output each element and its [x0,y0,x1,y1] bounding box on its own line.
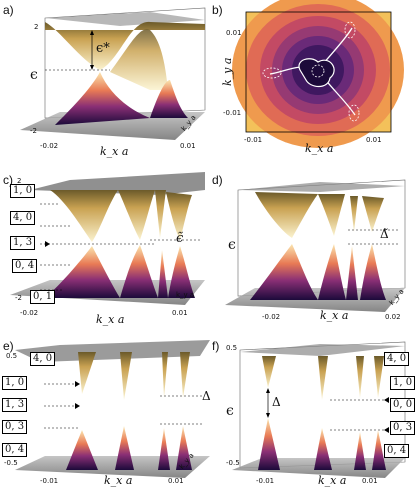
panel-d-annotation: Δ̃ [380,227,389,241]
panel-b-xtick-right: 0.01 [366,136,382,144]
panel-f-xtick-left: -0.01 [256,477,275,485]
panel-e-box-4-0: 4, 0 [30,352,56,366]
panel-c-surface [10,172,205,305]
panel-d-xtick-right: 0.02 [385,313,401,321]
panel-a-surface [20,7,206,140]
panel-a-ytick-bottom: -2 [30,127,37,135]
panel-a-xtick-left: -0.02 [40,142,59,150]
panel-c-ytick-bottom: -2 [15,294,22,302]
panel-a-ytick-top: 2 [34,23,39,31]
panel-f-box-1-0: 1, 0 [390,376,415,390]
panel-c-box-0-4: 0, 4 [12,259,38,273]
panel-c-label: c) [3,173,13,187]
panel-b-xtick-left: -0.01 [244,136,263,144]
panel-c-depth-label: k_y a [176,291,195,299]
panel-c-ytick-top: 2 [17,177,22,185]
panel-b-ytick-bottom: -0.01 [223,109,242,117]
panel-e-box-0-3: 0, 3 [2,420,28,434]
panel-a-xlabel: k_x a [100,145,129,158]
panel-e-xtick-right: 0.01 [168,477,184,485]
panel-e-box-0-4: 0, 4 [2,443,28,457]
panel-f-box-0-0: 0, 0 [390,398,415,412]
panel-f-box-0-4: 0, 4 [384,444,410,458]
panel-b-xlabel: k_x a [305,142,334,155]
panel-e-surface [15,340,210,478]
panel-b-ylabel: k_y a [221,57,234,86]
panel-a-annotation: ϵ* [96,41,110,56]
panel-b-contour-plot [232,0,404,148]
panel-c-box-1-3: 1, 3 [10,236,36,250]
panel-e-ytick-top: 0.5 [6,352,18,360]
panel-d-ylabel: ϵ [228,237,236,253]
panel-f-xlabel: k_x a [318,474,347,487]
panel-e-box-1-0: 1, 0 [2,376,28,390]
panel-b-label: b) [212,3,223,17]
panel-b-ytick-top: 0.01 [226,29,242,37]
panel-c-xtick-left: -0.02 [20,309,39,317]
panel-f-ytick-top: 0.5 [226,344,238,352]
panel-d-xtick-left: -0.02 [262,313,281,321]
panel-d-surface [225,179,406,312]
panel-e-box-1-3: 1, 3 [2,398,28,412]
panel-c-box-0-1: 0, 1 [30,290,56,304]
panel-f-annotation: Δ [272,395,281,409]
panel-e-xlabel: k_x a [104,474,133,487]
panel-e-xtick-left: -0.01 [40,477,59,485]
panel-f-box-4-0: 4, 0 [384,352,410,366]
panel-e-label: e) [3,339,14,353]
panel-a-label: a) [3,3,14,17]
panel-c-box-4-0: 4, 0 [10,211,36,225]
panel-d-xlabel: k_x a [320,309,349,322]
panel-c-annotation: ϵ̃ [176,231,184,246]
panel-a-ylabel: ϵ [30,67,38,83]
panel-f-ylabel: ϵ [226,403,234,419]
panel-f-xtick-right: 0.01 [362,477,378,485]
panel-a-xtick-right: 0.01 [180,142,196,150]
panel-f-label: f) [212,339,220,353]
panel-c-box-1-0: 1, 0 [10,184,36,198]
panel-e-ytick-bottom: -0.5 [4,459,18,467]
panel-d-label: d) [212,173,223,187]
panel-f-surface [232,341,406,478]
panel-f-ytick-bottom: -0.5 [226,459,240,467]
panel-c-xlabel: k_x a [96,313,125,326]
panel-c-xtick-right: 0.01 [172,309,188,317]
panel-f-box-0-3: 0, 3 [390,421,415,435]
panel-e-annotation: Δ [202,389,211,403]
